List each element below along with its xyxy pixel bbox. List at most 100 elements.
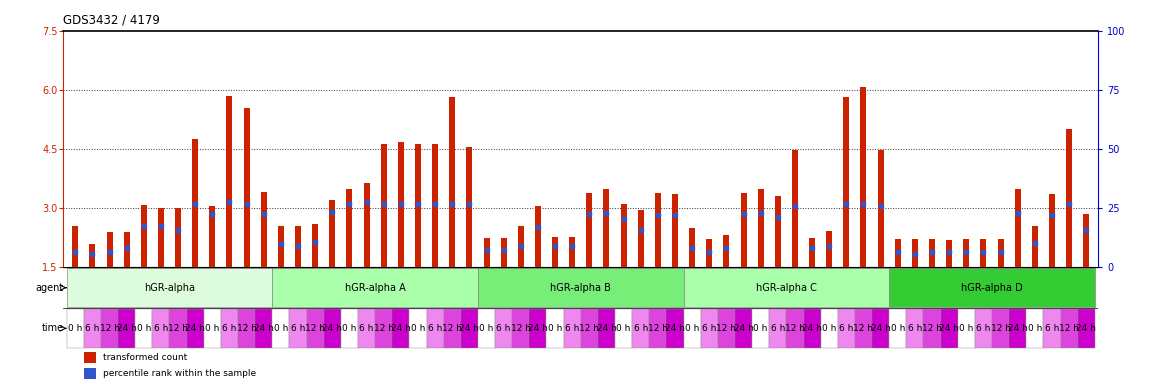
Text: 24 h: 24 h bbox=[116, 324, 137, 333]
Bar bbox=[107, 232, 113, 267]
Bar bbox=[67, 268, 273, 307]
Bar bbox=[1060, 309, 1078, 348]
Bar bbox=[152, 309, 169, 348]
Bar bbox=[409, 309, 427, 348]
Bar bbox=[872, 309, 889, 348]
Bar bbox=[586, 193, 592, 267]
Text: 12 h: 12 h bbox=[922, 324, 942, 333]
Text: 12 h: 12 h bbox=[785, 324, 805, 333]
Text: 24 h: 24 h bbox=[734, 324, 753, 333]
Bar bbox=[340, 309, 358, 348]
Bar bbox=[358, 309, 375, 348]
Text: 0 h: 0 h bbox=[205, 324, 220, 333]
Text: 12 h: 12 h bbox=[168, 324, 189, 333]
Bar bbox=[500, 238, 507, 267]
Text: 0 h: 0 h bbox=[616, 324, 631, 333]
Bar bbox=[238, 309, 255, 348]
Bar bbox=[175, 208, 181, 267]
Bar bbox=[821, 309, 838, 348]
Bar bbox=[964, 239, 969, 267]
Bar bbox=[478, 309, 494, 348]
Bar bbox=[227, 96, 232, 267]
Text: 12 h: 12 h bbox=[100, 324, 120, 333]
Bar bbox=[478, 268, 683, 307]
Text: 6 h: 6 h bbox=[1045, 324, 1059, 333]
Bar bbox=[1049, 194, 1055, 267]
Bar bbox=[84, 352, 97, 363]
Bar bbox=[923, 309, 941, 348]
Bar bbox=[826, 231, 833, 267]
Text: hGR-alpha B: hGR-alpha B bbox=[551, 283, 611, 293]
Text: 0 h: 0 h bbox=[480, 324, 493, 333]
Bar bbox=[512, 309, 529, 348]
Bar bbox=[787, 309, 804, 348]
Bar bbox=[346, 189, 352, 267]
Bar bbox=[450, 97, 455, 267]
Text: 0 h: 0 h bbox=[685, 324, 699, 333]
Bar bbox=[192, 139, 198, 267]
Text: 6 h: 6 h bbox=[565, 324, 580, 333]
Bar bbox=[290, 309, 307, 348]
Bar bbox=[946, 240, 952, 267]
Bar bbox=[775, 195, 781, 267]
Bar bbox=[552, 237, 558, 267]
Text: 12 h: 12 h bbox=[305, 324, 325, 333]
Text: 0 h: 0 h bbox=[343, 324, 356, 333]
Bar bbox=[392, 309, 409, 348]
Bar bbox=[375, 309, 392, 348]
Text: 6 h: 6 h bbox=[703, 324, 716, 333]
Text: GDS3432 / 4179: GDS3432 / 4179 bbox=[63, 13, 160, 26]
Bar bbox=[72, 226, 78, 267]
Text: 0 h: 0 h bbox=[274, 324, 288, 333]
Text: 6 h: 6 h bbox=[428, 324, 443, 333]
Bar bbox=[838, 309, 854, 348]
Text: 12 h: 12 h bbox=[1059, 324, 1079, 333]
Bar bbox=[906, 309, 923, 348]
Text: 24 h: 24 h bbox=[391, 324, 411, 333]
Text: 0 h: 0 h bbox=[890, 324, 905, 333]
Bar bbox=[769, 309, 787, 348]
Bar bbox=[273, 268, 478, 307]
Bar bbox=[804, 309, 821, 348]
Bar bbox=[278, 226, 284, 267]
Bar bbox=[843, 97, 850, 267]
Bar bbox=[889, 268, 1095, 307]
Bar bbox=[444, 309, 461, 348]
Text: 6 h: 6 h bbox=[291, 324, 305, 333]
Bar bbox=[604, 189, 610, 267]
Text: 12 h: 12 h bbox=[990, 324, 1011, 333]
Bar bbox=[958, 309, 975, 348]
Text: 6 h: 6 h bbox=[222, 324, 237, 333]
Bar bbox=[529, 309, 546, 348]
Text: 12 h: 12 h bbox=[374, 324, 393, 333]
Text: 6 h: 6 h bbox=[976, 324, 990, 333]
Bar bbox=[667, 309, 683, 348]
Text: 12 h: 12 h bbox=[511, 324, 531, 333]
Bar bbox=[90, 244, 95, 267]
Text: 6 h: 6 h bbox=[359, 324, 374, 333]
Bar bbox=[169, 309, 186, 348]
Bar bbox=[718, 309, 735, 348]
Bar bbox=[997, 239, 1004, 267]
Bar bbox=[1083, 214, 1089, 267]
Bar bbox=[621, 204, 627, 267]
Bar bbox=[255, 309, 273, 348]
Bar bbox=[381, 144, 386, 267]
Bar bbox=[329, 200, 336, 267]
Text: 24 h: 24 h bbox=[460, 324, 480, 333]
Bar bbox=[895, 239, 900, 267]
Text: 0 h: 0 h bbox=[68, 324, 83, 333]
Text: 6 h: 6 h bbox=[85, 324, 100, 333]
Bar bbox=[101, 309, 118, 348]
Text: 12 h: 12 h bbox=[237, 324, 256, 333]
Text: 12 h: 12 h bbox=[853, 324, 874, 333]
Text: 24 h: 24 h bbox=[871, 324, 890, 333]
Text: time: time bbox=[41, 323, 63, 333]
Text: 12 h: 12 h bbox=[443, 324, 462, 333]
Bar bbox=[158, 208, 164, 267]
Bar bbox=[569, 237, 575, 267]
Bar bbox=[615, 309, 632, 348]
Bar bbox=[638, 210, 644, 267]
Bar bbox=[564, 309, 581, 348]
Bar bbox=[323, 309, 340, 348]
